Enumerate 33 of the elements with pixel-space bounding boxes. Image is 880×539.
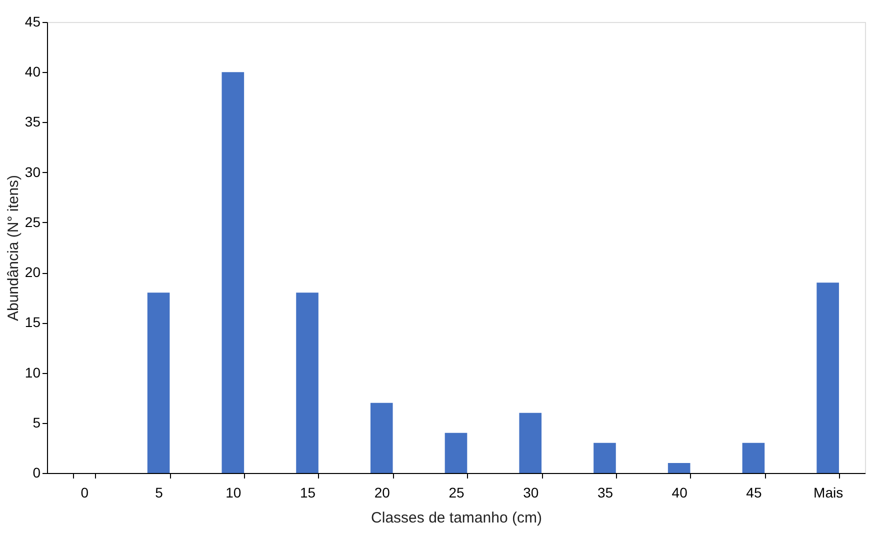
x-tick-label: 30 bbox=[523, 484, 539, 500]
y-tick-label: 10 bbox=[24, 364, 41, 380]
bar bbox=[816, 282, 839, 473]
x-tick-label: 25 bbox=[448, 484, 464, 500]
x-tick-label: 15 bbox=[300, 484, 316, 500]
x-tick-label: 0 bbox=[80, 484, 89, 500]
bar bbox=[296, 292, 318, 473]
bar bbox=[444, 432, 468, 473]
y-tick-label: 30 bbox=[24, 164, 41, 180]
y-tick-label: 15 bbox=[24, 314, 41, 330]
y-tick-label: 5 bbox=[32, 414, 41, 430]
y-tick-label: 25 bbox=[24, 214, 41, 230]
x-tick-label: 45 bbox=[746, 484, 762, 500]
y-tick-label: 0 bbox=[32, 464, 41, 480]
x-tick-label: 35 bbox=[597, 484, 614, 500]
bar bbox=[594, 442, 616, 473]
x-tick-label: 5 bbox=[155, 484, 164, 500]
y-tick-label: 20 bbox=[24, 264, 41, 280]
y-axis-title: Abundância (N° itens) bbox=[4, 174, 22, 322]
x-tick-label: Mais bbox=[814, 484, 844, 500]
y-tick-label: 40 bbox=[24, 64, 41, 80]
bar bbox=[519, 412, 542, 473]
y-tick-label: 35 bbox=[24, 114, 41, 130]
x-tick-label: 40 bbox=[672, 484, 688, 500]
x-tick-label: 10 bbox=[226, 484, 242, 500]
bar bbox=[742, 442, 765, 473]
bar bbox=[222, 72, 244, 473]
x-axis-title: Classes de tamanho (cm) bbox=[371, 510, 542, 526]
x-tick-label: 20 bbox=[374, 484, 390, 500]
bar bbox=[370, 402, 393, 473]
bar bbox=[668, 462, 690, 473]
bar bbox=[147, 292, 170, 473]
y-tick-label: 45 bbox=[24, 14, 41, 30]
